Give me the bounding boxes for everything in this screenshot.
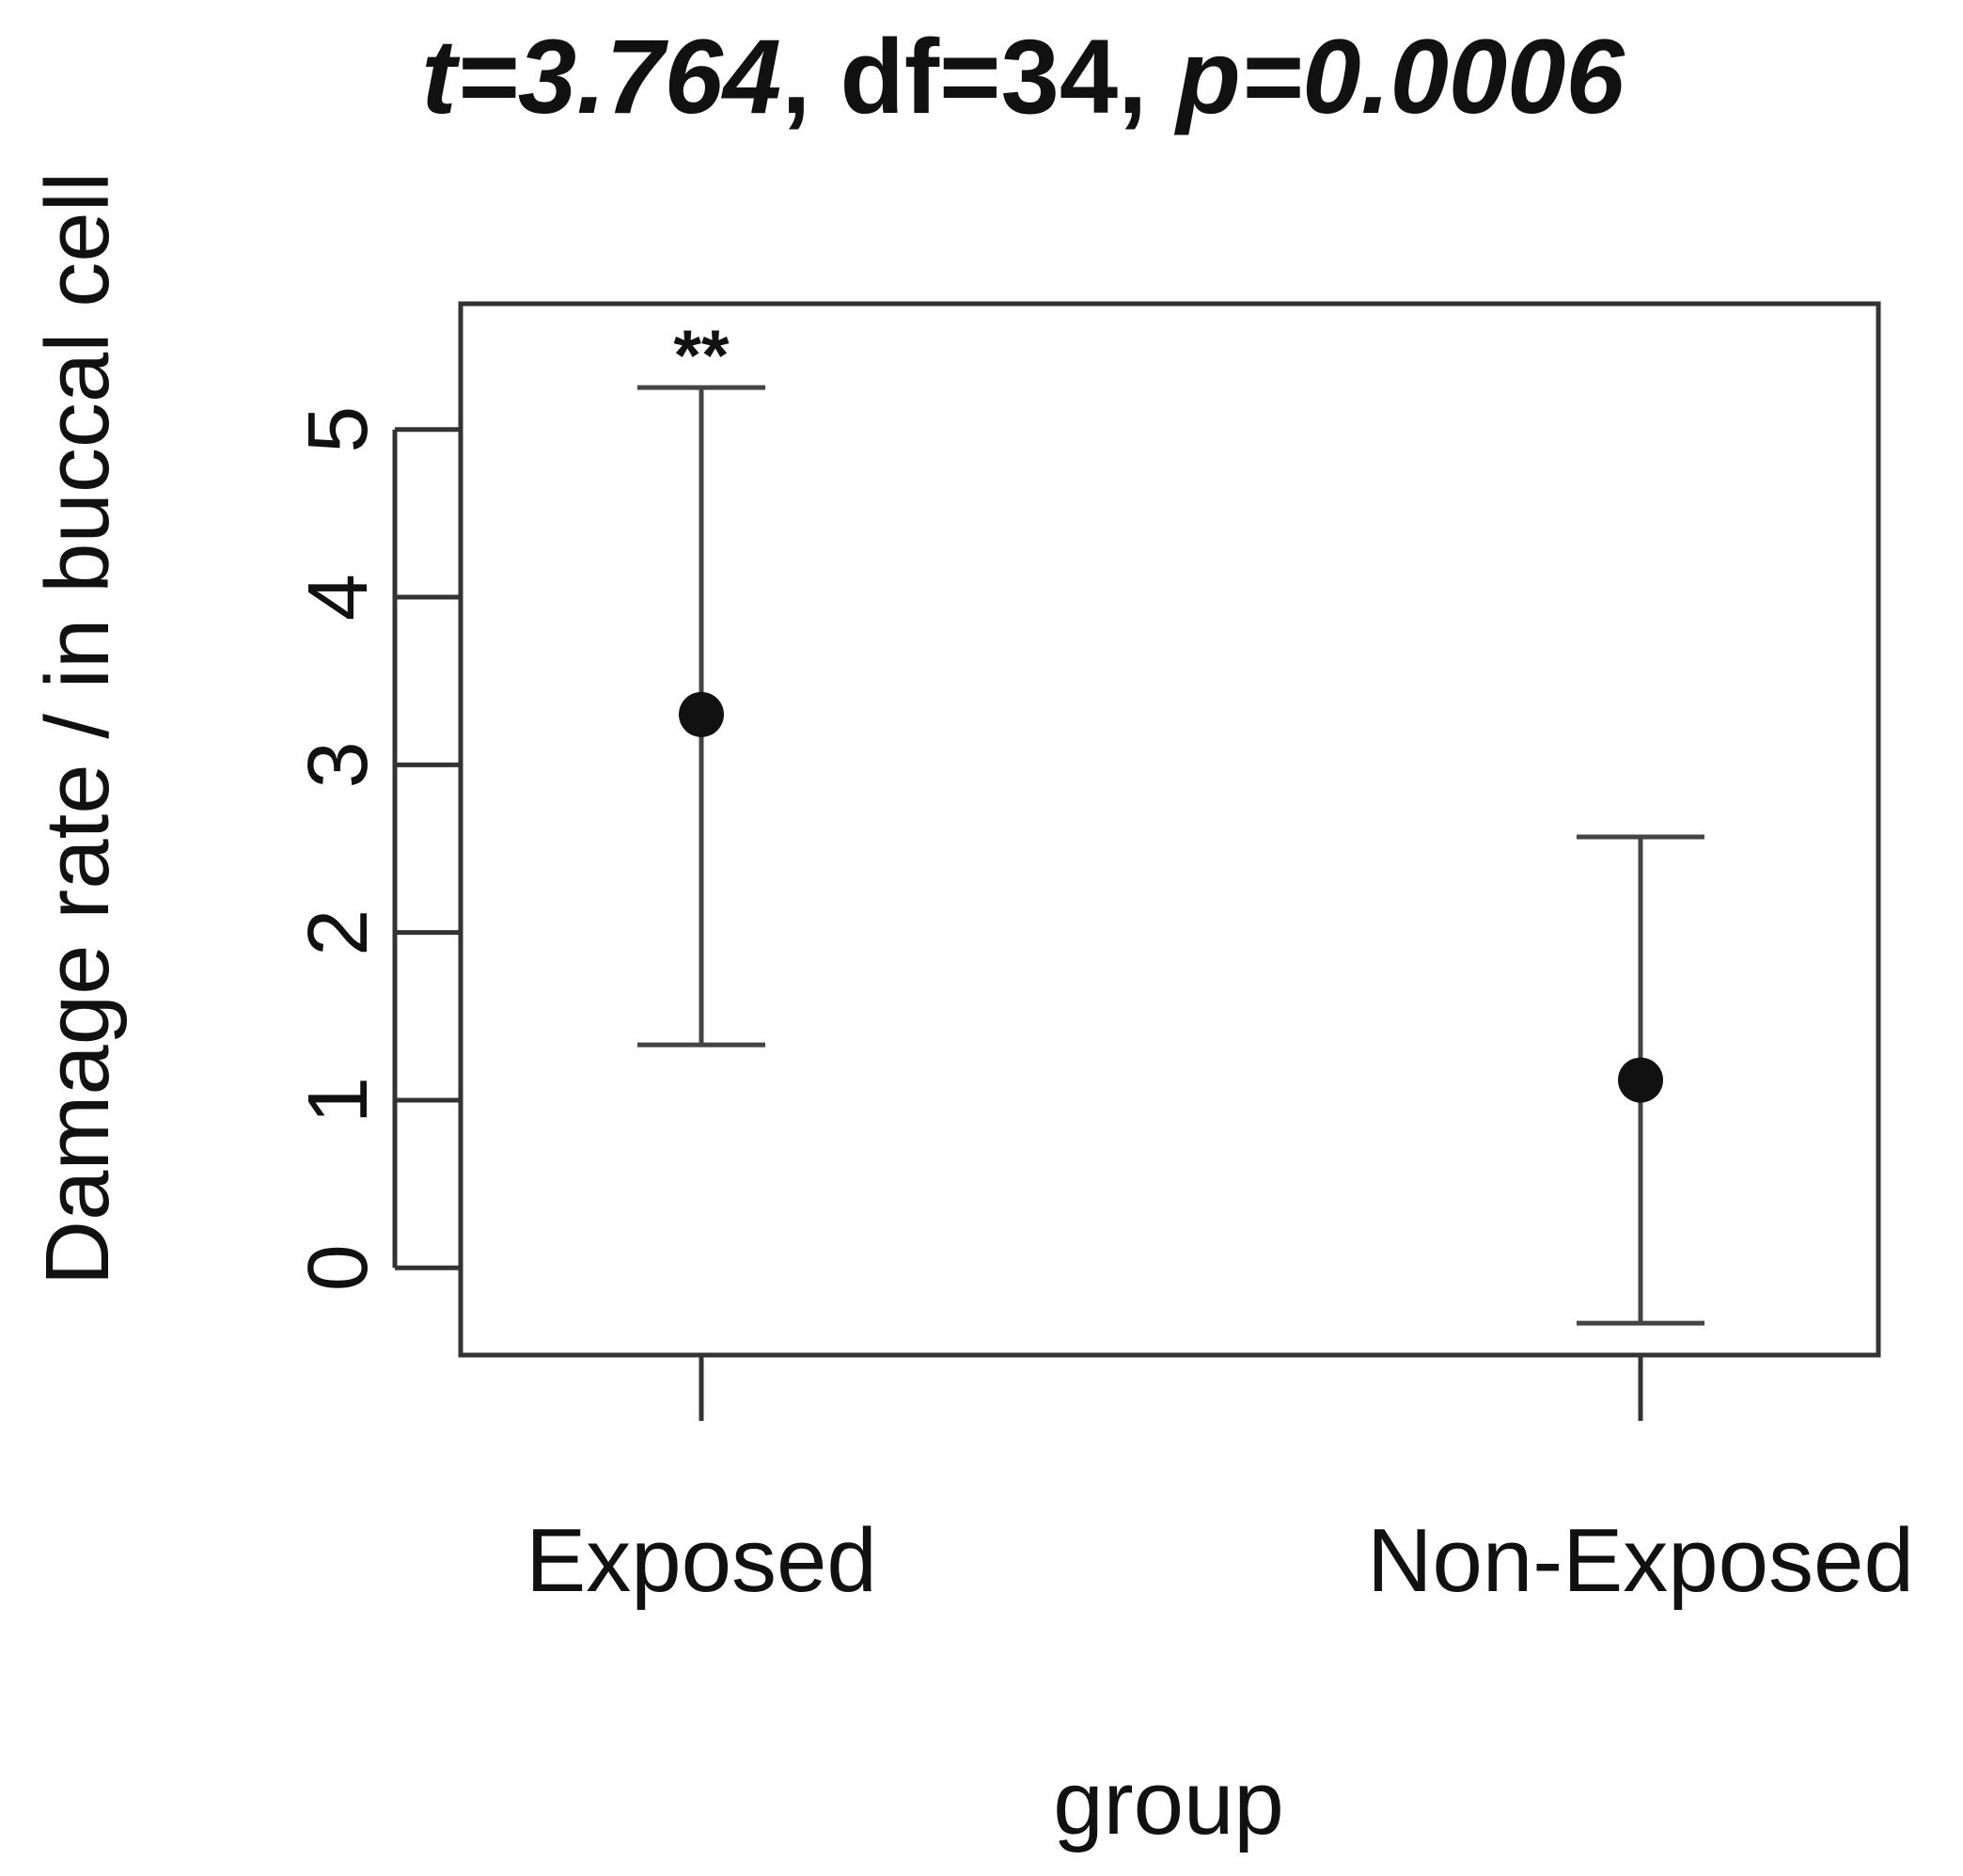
significance-annotation: ** (673, 316, 730, 396)
y-axis: 0 1 2 3 4 5 (291, 406, 461, 1291)
plot-frame (458, 301, 1881, 1358)
y-axis-title: Damage rate / in buccal cell (27, 172, 128, 1286)
x-tick-label: Exposed (526, 1510, 877, 1611)
data-marks: ** (637, 316, 1704, 1326)
x-axis: Exposed Non-Exposed (526, 1355, 1914, 1611)
y-tick-label: 5 (291, 406, 385, 453)
title-part: , df=34, (781, 18, 1176, 135)
y-tick-label: 0 (291, 1244, 385, 1291)
x-axis-title: group (1053, 1753, 1284, 1853)
mean-point (679, 691, 724, 737)
title-part: t=3.764 (421, 18, 781, 135)
y-tick-label: 4 (291, 574, 385, 621)
title-part: p=0.0006 (1173, 18, 1625, 135)
y-tick-label: 2 (291, 909, 385, 956)
mean-point (1618, 1057, 1663, 1103)
x-tick-label: Non-Exposed (1367, 1510, 1914, 1611)
y-tick-label: 3 (291, 741, 385, 788)
y-tick-label: 1 (291, 1077, 385, 1124)
chart-title: t=3.764, df=34, p=0.0006 (421, 18, 1625, 135)
